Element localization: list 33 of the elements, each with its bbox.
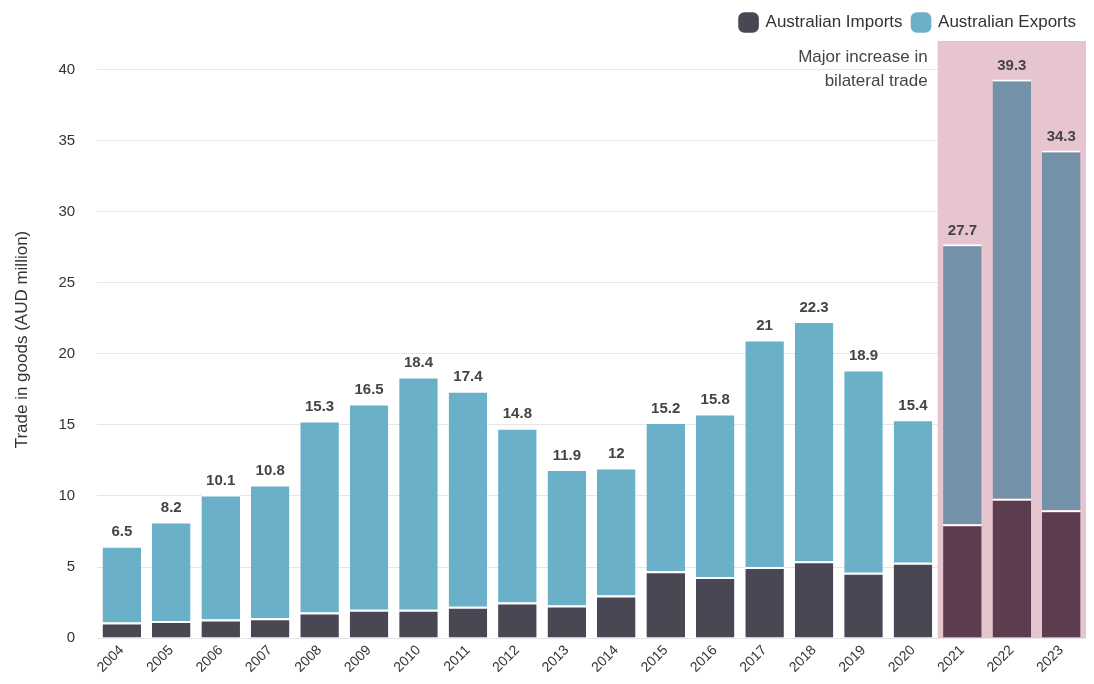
total-label: 12	[607, 444, 625, 462]
total-label: 16.5	[354, 380, 384, 398]
y-axis-title: Trade in goods (AUD million)	[11, 230, 31, 449]
band-label: Major increase in bilateral trade	[798, 47, 928, 91]
y-tick-label: 25	[58, 272, 76, 290]
total-label: 10.1	[206, 471, 236, 489]
total-label: 34.3	[1046, 127, 1076, 145]
total-label: 18.4	[403, 353, 434, 371]
y-tick-label: 40	[58, 59, 76, 77]
y-tick-label: 0	[66, 628, 76, 646]
y-tick-label: 20	[58, 343, 76, 361]
total-label: 22.3	[799, 297, 829, 315]
total-label: 39.3	[997, 56, 1027, 74]
y-tick-label: 35	[58, 130, 76, 148]
total-label: 15.8	[700, 390, 730, 408]
total-label: 18.9	[848, 346, 879, 364]
total-label: 14.8	[502, 404, 532, 422]
total-label: 17.4	[453, 367, 484, 385]
legend-label: Australian Exports	[938, 12, 1076, 32]
total-label: 10.8	[255, 461, 285, 479]
y-tick-label: 30	[58, 201, 76, 219]
legend-label: Australian Imports	[765, 12, 903, 32]
total-label: 15.2	[651, 398, 681, 416]
y-tick-label: 5	[66, 557, 76, 575]
total-label: 8.2	[160, 498, 182, 516]
total-label: 15.3	[304, 397, 335, 415]
y-tick-label: 15	[58, 414, 76, 432]
total-label: 11.9	[552, 445, 582, 463]
total-label: 27.7	[947, 220, 977, 238]
y-tick-label: 10	[58, 486, 76, 504]
total-label: 21	[756, 316, 773, 334]
total-label: 6.5	[111, 522, 133, 540]
total-label: 15.4	[898, 395, 929, 413]
